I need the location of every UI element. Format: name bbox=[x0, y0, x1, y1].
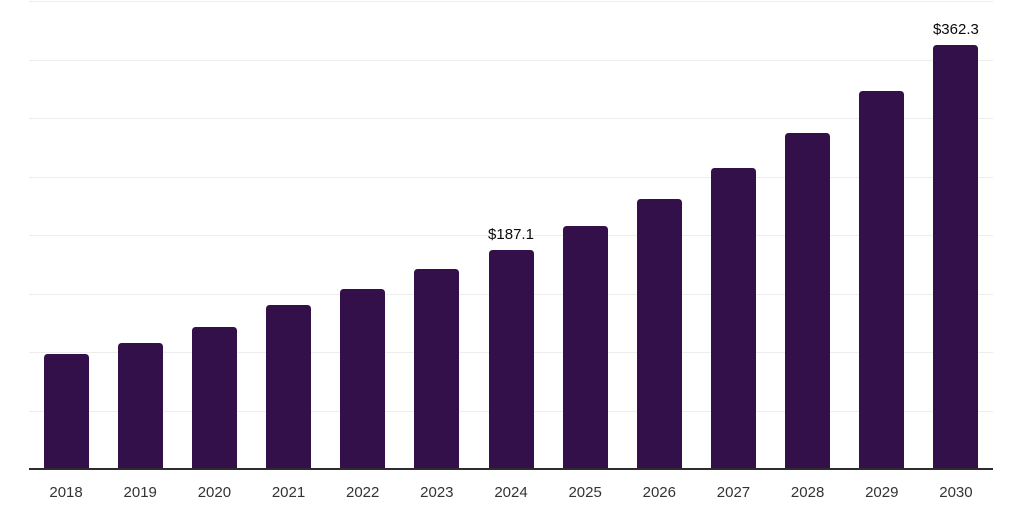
x-tick-2023: 2023 bbox=[420, 484, 454, 501]
bar-2022 bbox=[340, 289, 386, 469]
bar-2018 bbox=[43, 354, 89, 469]
x-tick-2024: 2024 bbox=[494, 484, 528, 501]
bar-2023 bbox=[414, 269, 460, 469]
gridline-250 bbox=[29, 176, 993, 178]
x-tick-2018: 2018 bbox=[49, 484, 83, 501]
bar-2021 bbox=[266, 304, 312, 469]
x-axis-line bbox=[29, 468, 993, 470]
x-tick-2020: 2020 bbox=[197, 484, 232, 501]
gridline-200 bbox=[29, 235, 993, 236]
plot-area: $187.1 $362.3 bbox=[29, 0, 993, 470]
x-tick-2022: 2022 bbox=[346, 484, 380, 501]
x-tick-2021: 2021 bbox=[271, 484, 306, 501]
bar-2027 bbox=[710, 168, 756, 469]
x-axis-ticks: 2018 2019 2020 2021 2022 2023 2024 2025 2026 2027… bbox=[29, 484, 993, 504]
x-tick-2027: 2027 bbox=[716, 484, 751, 501]
data-label-2030: $362.3 bbox=[932, 21, 979, 39]
bar-2030 bbox=[933, 45, 979, 469]
bar-2020 bbox=[191, 326, 237, 469]
x-tick-2025: 2025 bbox=[568, 484, 602, 501]
bar-2025 bbox=[562, 225, 608, 469]
gridline-400 bbox=[29, 1, 993, 2]
bar-2026 bbox=[636, 198, 682, 469]
gridline-350 bbox=[29, 59, 993, 61]
bar-2028 bbox=[785, 133, 831, 469]
bar-2024 bbox=[488, 250, 534, 469]
x-tick-2026: 2026 bbox=[642, 484, 676, 501]
data-label-2024: $187.1 bbox=[488, 226, 534, 244]
x-tick-2029: 2029 bbox=[865, 484, 899, 501]
x-tick-2028: 2028 bbox=[790, 484, 825, 501]
x-tick-2030: 2030 bbox=[939, 484, 973, 501]
bar-2019 bbox=[117, 342, 163, 469]
gridline-300 bbox=[29, 118, 993, 119]
x-tick-2019: 2019 bbox=[123, 484, 157, 501]
bar-2029 bbox=[859, 91, 905, 469]
